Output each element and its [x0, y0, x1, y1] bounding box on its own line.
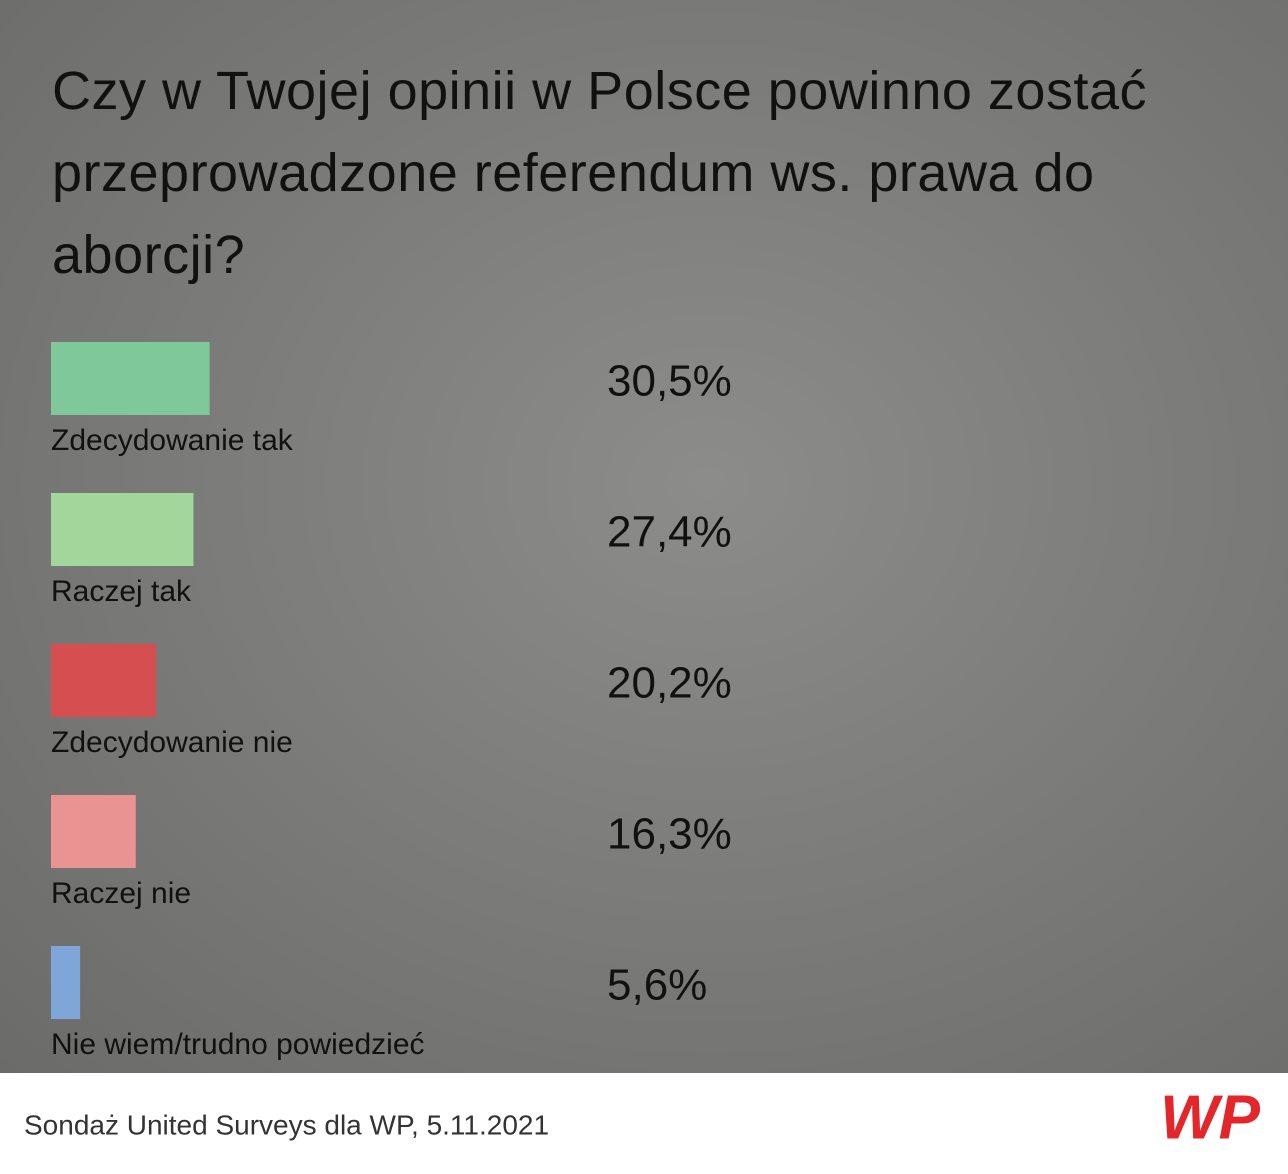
bar: [51, 493, 194, 566]
value-label: 20,2%: [607, 659, 732, 708]
category-label: Nie wiem/trudno powiedzieć: [51, 1028, 425, 1061]
bar: [51, 342, 210, 415]
chart-title: Czy w Twojej opinii w Polsce powinno zos…: [52, 61, 1147, 285]
category-label: Zdecydowanie nie: [51, 726, 293, 759]
source: Sondaż United Surveys dla WP, 5.11.2021: [24, 1109, 549, 1140]
category-label: Raczej nie: [51, 877, 191, 910]
value-label: 27,4%: [607, 508, 732, 557]
logo: WP: [1160, 1083, 1261, 1152]
bar: [51, 644, 157, 717]
category-label: Raczej tak: [51, 575, 192, 608]
category-label: Zdecydowanie tak: [51, 424, 294, 457]
footer: [0, 1073, 1288, 1174]
bar: [51, 795, 136, 868]
value-label: 5,6%: [607, 961, 707, 1010]
bar: [51, 946, 81, 1019]
background-photo: [0, 0, 1288, 1073]
value-label: 16,3%: [607, 810, 732, 859]
value-label: 30,5%: [607, 357, 732, 406]
